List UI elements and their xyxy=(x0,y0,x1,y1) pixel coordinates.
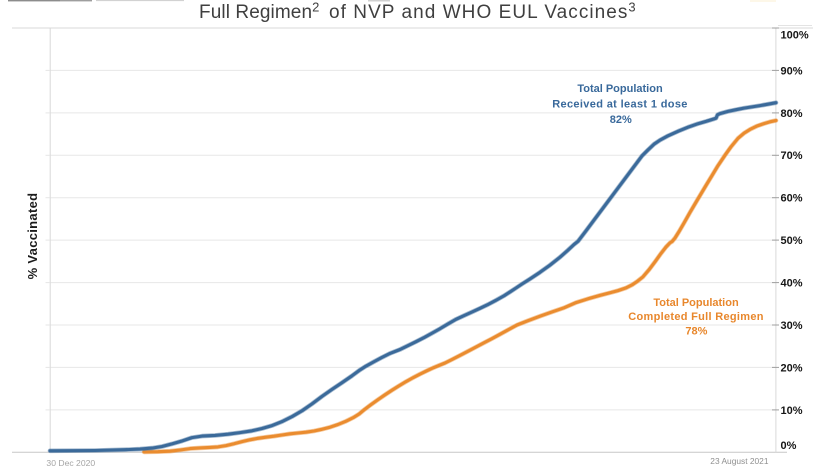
svg-text:40%: 40% xyxy=(781,278,803,290)
svg-text:20%: 20% xyxy=(781,362,803,374)
svg-text:30 Dec 2020: 30 Dec 2020 xyxy=(46,458,95,468)
svg-text:23 August 2021: 23 August 2021 xyxy=(710,456,769,466)
svg-text:82%: 82% xyxy=(610,114,632,126)
svg-text:30%: 30% xyxy=(781,320,803,332)
svg-text:10%: 10% xyxy=(781,405,803,417)
svg-text:Received at least 1 dose: Received at least 1 dose xyxy=(552,99,688,111)
svg-text:Total Population: Total Population xyxy=(577,83,663,95)
svg-text:% Vaccinated: % Vaccinated xyxy=(25,193,40,280)
svg-text:100%: 100% xyxy=(781,30,809,42)
svg-text:Total Population: Total Population xyxy=(653,297,739,309)
svg-text:50%: 50% xyxy=(781,235,803,247)
svg-text:78%: 78% xyxy=(685,326,707,338)
svg-text:Full Regimen2 of NVP and WHO: Full Regimen2 of NVP and WHO EUL Vaccine… xyxy=(199,0,636,23)
svg-text:Completed Full Regimen: Completed Full Regimen xyxy=(628,311,764,323)
svg-text:90%: 90% xyxy=(781,65,803,77)
svg-text:70%: 70% xyxy=(781,150,803,162)
svg-text:0%: 0% xyxy=(781,440,797,452)
svg-text:80%: 80% xyxy=(781,108,803,120)
svg-text:60%: 60% xyxy=(781,193,803,205)
